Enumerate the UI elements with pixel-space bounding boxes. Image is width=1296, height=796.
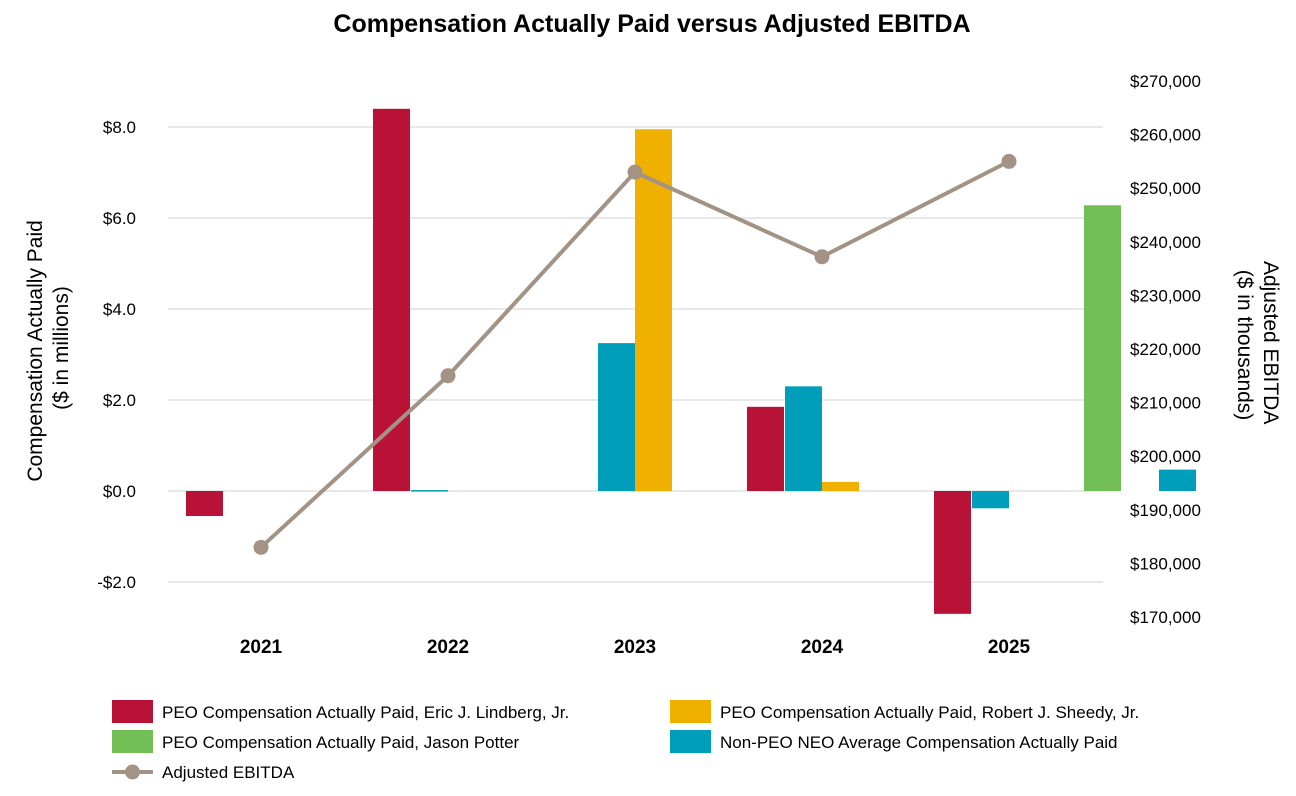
right-tick-label: $270,000 xyxy=(1130,72,1201,91)
ebitda-point xyxy=(627,164,643,180)
category-label: 2023 xyxy=(614,637,656,658)
right-tick-label: $200,000 xyxy=(1130,447,1201,466)
legend-item: Adjusted EBITDA xyxy=(112,763,295,782)
bar-2025-series-0 xyxy=(934,491,971,614)
bar-2025-series-2 xyxy=(1084,205,1121,491)
right-tick-label: $240,000 xyxy=(1130,233,1201,252)
right-tick-label: $170,000 xyxy=(1130,608,1201,627)
right-tick-label: $260,000 xyxy=(1130,126,1201,145)
chart-title: Compensation Actually Paid versus Adjust… xyxy=(333,10,970,38)
ebitda-line xyxy=(253,153,1017,555)
right-axis-title-line1: Adjusted EBITDA xyxy=(1259,261,1282,424)
ebitda-point xyxy=(440,368,456,384)
bar-2023-series-1 xyxy=(635,129,672,491)
bar-2022-series-3 xyxy=(598,343,635,491)
left-axis-title: Compensation Actually Paid ($ in million… xyxy=(24,214,73,481)
right-tick-label: $180,000 xyxy=(1130,554,1201,573)
legend-item: PEO Compensation Actually Paid, Robert J… xyxy=(670,700,1139,723)
legend-label: Non-PEO NEO Average Compensation Actuall… xyxy=(720,733,1118,752)
category-labels: 2021 2022 2023 2024 2025 xyxy=(240,637,1031,658)
left-tick-label: $8.0 xyxy=(103,118,136,137)
left-tick-label: $6.0 xyxy=(103,209,136,228)
legend-swatch xyxy=(112,730,153,753)
left-axis-ticks: -$2.0 $0.0 $2.0 $4.0 $6.0 $8.0 xyxy=(97,118,136,592)
legend-swatch xyxy=(112,700,153,723)
legend-label: Adjusted EBITDA xyxy=(162,763,295,782)
right-tick-label: $220,000 xyxy=(1130,340,1201,359)
legend-item: PEO Compensation Actually Paid, Eric J. … xyxy=(112,700,569,723)
category-label: 2021 xyxy=(240,637,283,658)
bar-2022-series-0 xyxy=(373,108,410,492)
category-label: 2024 xyxy=(801,637,844,658)
right-tick-label: $250,000 xyxy=(1130,179,1201,198)
bar-2023-series-3 xyxy=(785,386,822,491)
right-tick-label: $210,000 xyxy=(1130,394,1201,413)
legend-item: Non-PEO NEO Average Compensation Actuall… xyxy=(670,730,1118,753)
bar-2024-series-0 xyxy=(747,406,784,491)
legend-item: PEO Compensation Actually Paid, Jason Po… xyxy=(112,730,520,753)
ebitda-point xyxy=(1001,153,1017,169)
right-axis-title-line2: ($ in thousands) xyxy=(1233,270,1256,421)
bar-2024-series-1 xyxy=(822,481,859,491)
left-axis-title-line1: Compensation Actually Paid xyxy=(24,220,47,482)
bar-2025-series-3 xyxy=(1159,469,1196,491)
legend-label: PEO Compensation Actually Paid, Eric J. … xyxy=(162,703,569,722)
right-axis-title: Adjusted EBITDA ($ in thousands) xyxy=(1233,261,1282,429)
left-tick-label: $4.0 xyxy=(103,300,136,319)
right-tick-label: $190,000 xyxy=(1130,501,1201,520)
legend-swatch xyxy=(670,730,711,753)
bar-2021-series-0 xyxy=(186,491,223,517)
legend-label: PEO Compensation Actually Paid, Jason Po… xyxy=(162,733,520,752)
category-label: 2025 xyxy=(988,637,1031,658)
legend-label: PEO Compensation Actually Paid, Robert J… xyxy=(720,703,1139,722)
legend: PEO Compensation Actually Paid, Eric J. … xyxy=(112,700,1139,782)
category-label: 2022 xyxy=(427,637,469,658)
legend-swatch xyxy=(670,700,711,723)
left-axis-title-line2: ($ in millions) xyxy=(50,286,73,410)
right-axis-ticks: $170,000 $180,000 $190,000 $200,000 $210,000… xyxy=(1130,72,1201,627)
bars xyxy=(186,108,1196,614)
bar-2021-series-3 xyxy=(411,490,448,492)
ebitda-point xyxy=(814,249,830,265)
bar-2024-series-3 xyxy=(972,491,1009,509)
left-tick-label: $0.0 xyxy=(103,482,136,501)
left-tick-label: -$2.0 xyxy=(97,573,136,592)
legend-marker xyxy=(125,764,140,780)
left-tick-label: $2.0 xyxy=(103,391,136,410)
right-tick-label: $230,000 xyxy=(1130,286,1201,305)
ebitda-point xyxy=(253,539,269,555)
